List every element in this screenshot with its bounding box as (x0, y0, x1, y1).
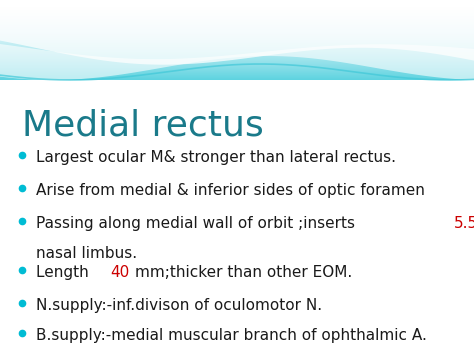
Text: mm;thicker than other EOM.: mm;thicker than other EOM. (135, 265, 353, 280)
Text: Length: Length (36, 265, 94, 280)
Text: Largest ocular M& stronger than lateral rectus.: Largest ocular M& stronger than lateral … (36, 150, 396, 165)
Text: nasal limbus.: nasal limbus. (36, 246, 137, 261)
Text: B.supply:-medial muscular branch of ophthalmic A.: B.supply:-medial muscular branch of opht… (36, 328, 427, 343)
Text: Arise from medial & inferior sides of optic foramen: Arise from medial & inferior sides of op… (36, 183, 425, 198)
Text: Medial rectus: Medial rectus (22, 108, 264, 142)
Polygon shape (0, 44, 474, 80)
Text: 5.5: 5.5 (454, 216, 474, 231)
Text: N.supply:-inf.divison of oculomotor N.: N.supply:-inf.divison of oculomotor N. (36, 298, 322, 313)
Polygon shape (0, 0, 474, 65)
Text: 40: 40 (110, 265, 129, 280)
Text: Passing along medial wall of orbit ;inserts: Passing along medial wall of orbit ;inse… (36, 216, 360, 231)
